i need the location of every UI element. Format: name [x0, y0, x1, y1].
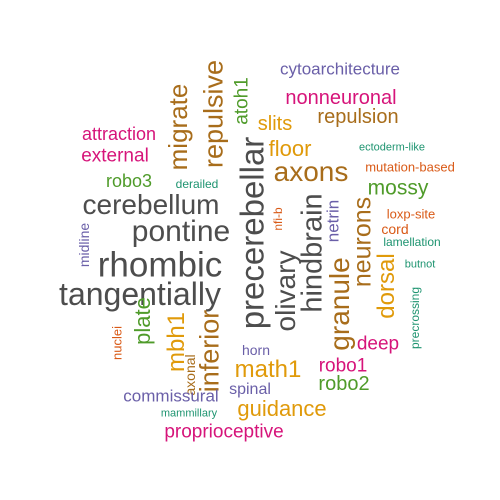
- word-granule: granule: [324, 257, 355, 351]
- word-cord: cord: [381, 221, 409, 237]
- word-olivary: olivary: [270, 250, 301, 332]
- word-slits: slits: [257, 113, 293, 135]
- word-spinal: spinal: [229, 381, 271, 398]
- word-tangentially: tangentially: [59, 276, 221, 312]
- word-math1: math1: [234, 356, 302, 383]
- word-axons: axons: [273, 156, 349, 187]
- word-mutation-based: mutation-based: [365, 159, 455, 175]
- word-migrate: migrate: [163, 83, 193, 171]
- word-inferior: inferior: [194, 309, 225, 393]
- word-lamellation: lamellation: [383, 235, 441, 249]
- word-repulsive: repulsive: [198, 59, 229, 169]
- word-midline: midline: [76, 222, 92, 268]
- word-precerebellar: precerebellar: [233, 136, 271, 330]
- word-proprioceptive: proprioceptive: [164, 421, 284, 443]
- word-floor: floor: [268, 136, 312, 161]
- word-mossy: mossy: [367, 176, 429, 200]
- word-nonneuronal: nonneuronal: [285, 87, 397, 109]
- word-plate: plate: [130, 297, 155, 345]
- word-repulsion: repulsion: [317, 106, 399, 128]
- word-cytoarchitecture: cytoarchitecture: [280, 59, 400, 79]
- word-external: external: [81, 145, 149, 167]
- word-ectoderm-like: ectoderm-like: [358, 141, 426, 154]
- word-derailed: derailed: [175, 177, 219, 191]
- word-dorsal: dorsal: [373, 253, 400, 319]
- word-mammillary: mammillary: [160, 407, 218, 420]
- word-robo2: robo2: [318, 373, 370, 395]
- word-pontine: pontine: [131, 215, 231, 248]
- word-attraction: attraction: [81, 124, 157, 144]
- word-cerebellum: cerebellum: [82, 189, 220, 220]
- word-butnot: butnot: [404, 258, 436, 271]
- word-robo1: robo1: [318, 355, 368, 377]
- word-robo3: robo3: [105, 171, 153, 191]
- word-nuclei: nuclei: [109, 326, 125, 360]
- word-deep: deep: [356, 333, 400, 355]
- word-commissural: commissural: [123, 386, 219, 406]
- word-loxp-site: loxp-site: [386, 206, 436, 222]
- word-precrossing: precrossing: [408, 286, 422, 350]
- word-guidance: guidance: [237, 396, 327, 421]
- word-horn: horn: [241, 342, 271, 358]
- word-atoh1: atoh1: [231, 77, 253, 125]
- word-netrin: netrin: [323, 199, 343, 243]
- word-nfi-b: nfi-b: [271, 207, 285, 231]
- word-rhombic: rhombic: [97, 245, 223, 285]
